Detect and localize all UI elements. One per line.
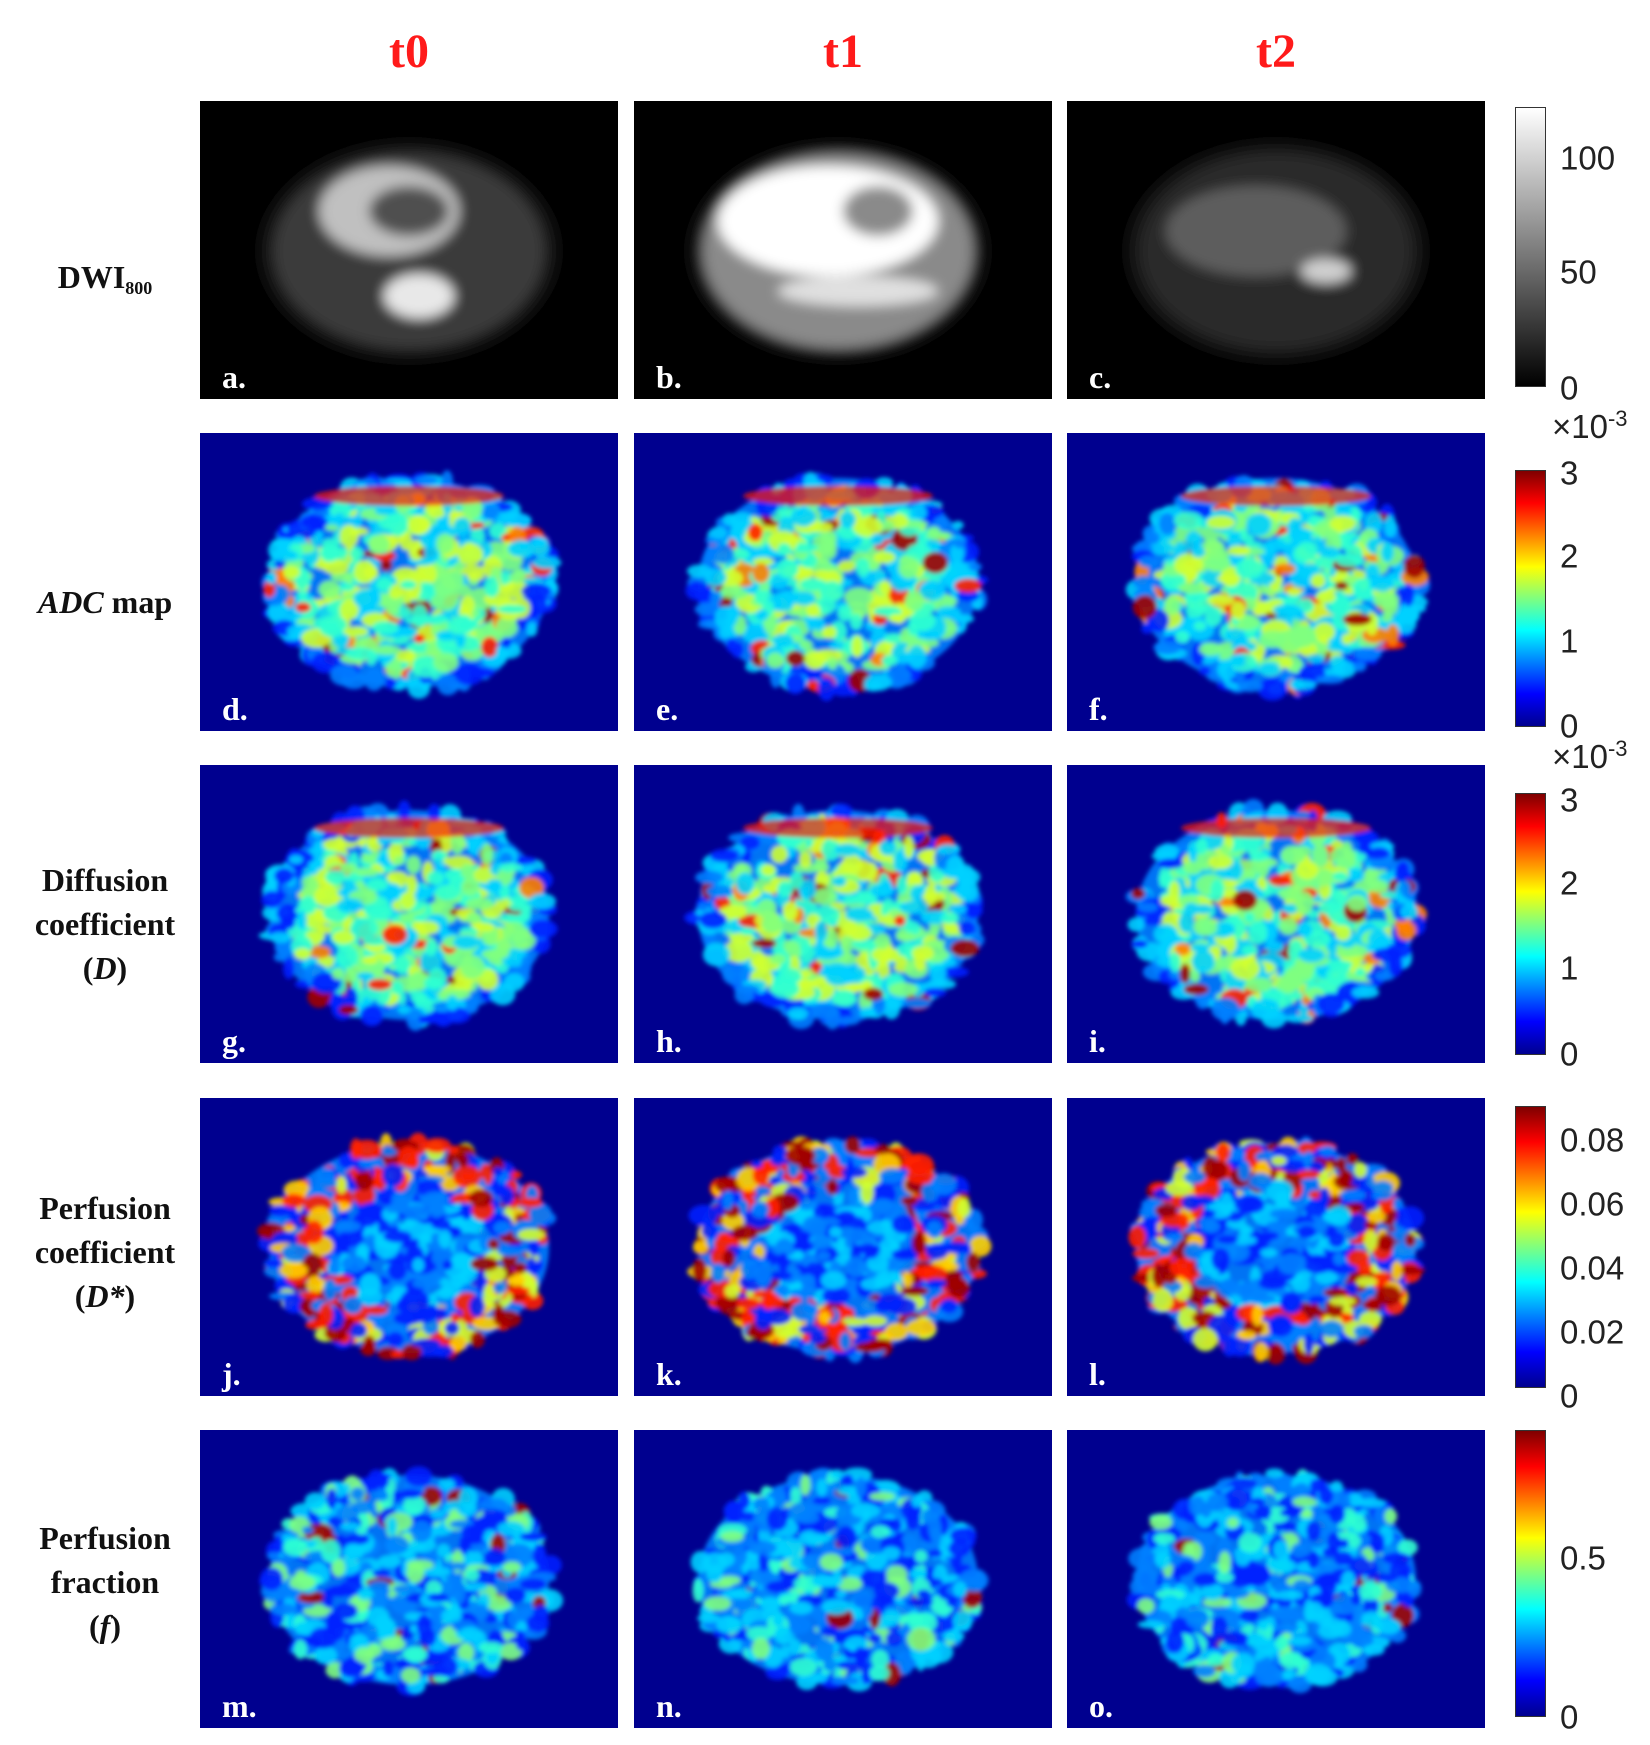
scan-image (257, 1132, 557, 1361)
panel-letter: k. (656, 1356, 682, 1392)
scan-image (1126, 141, 1426, 361)
image-panel-dstar-t0: j. (200, 1098, 618, 1396)
image-panel-adc-t0: d. (200, 433, 618, 731)
scan-image (259, 141, 559, 361)
scan-image (690, 1467, 989, 1692)
panel-letter: i. (1089, 1023, 1106, 1059)
scan-image (258, 800, 558, 1032)
column-header-t2: t2 (1256, 25, 1296, 78)
scan-image (685, 471, 989, 702)
scan-image (259, 1466, 564, 1696)
column-header-t0: t0 (389, 25, 429, 78)
colorbar-d-tick: 1 (1560, 949, 1579, 987)
panel-letter: e. (656, 691, 679, 727)
colorbar-dwi-tick: 50 (1560, 253, 1597, 291)
image-panel-f-t1: n. (634, 1430, 1052, 1728)
row-label-adc: ADC map (37, 584, 173, 620)
panel-letter: f. (1089, 691, 1108, 727)
scan-image (687, 1136, 992, 1364)
colorbar-adc-tick: 0 (1560, 707, 1579, 745)
image-panel-dwi-t1: b. (634, 101, 1052, 399)
colorbar-d (1515, 793, 1546, 1055)
panel-letter: o. (1089, 1688, 1113, 1724)
panel-letter: b. (656, 359, 682, 395)
panel-letter: h. (656, 1023, 682, 1059)
panel-letter: n. (656, 1688, 682, 1724)
scan-image (1126, 1468, 1422, 1694)
image-panel-dwi-t0: a. (200, 101, 618, 399)
panel-letter: c. (1089, 359, 1112, 395)
colorbar-adc-tick: 2 (1560, 537, 1579, 575)
colorbar-dstar-tick: 0.06 (1560, 1185, 1625, 1223)
panel-letter: a. (222, 359, 246, 395)
image-panel-dwi-t2: c. (1067, 101, 1485, 399)
panel-letter: l. (1089, 1356, 1106, 1392)
colorbar-dwi-tick: 100 (1560, 139, 1616, 177)
colorbar-f-tick: 0 (1560, 1698, 1579, 1736)
image-panel-f-t0: m. (200, 1430, 618, 1728)
colorbar-adc-tick: 3 (1560, 454, 1579, 492)
image-panel-dstar-t2: l. (1067, 1098, 1485, 1396)
colorbar-dstar-tick: 0.02 (1560, 1313, 1625, 1351)
row-label-perfusion-coefficient: Perfusion coefficient (D*) (34, 1190, 176, 1314)
image-panel-f-t2: o. (1067, 1430, 1485, 1728)
scan-image (688, 141, 988, 361)
image-panel-adc-t1: e. (634, 433, 1052, 731)
image-panel-d-t2: i. (1067, 765, 1485, 1063)
panel-letter: m. (222, 1688, 257, 1724)
image-panel-d-t0: g. (200, 765, 618, 1063)
panel-letter: g. (222, 1023, 246, 1059)
column-header-t1: t1 (823, 25, 863, 78)
colorbar-d-tick: 2 (1560, 864, 1579, 902)
panel-letter: j. (222, 1356, 241, 1392)
scan-image (1125, 798, 1428, 1029)
colorbar-dstar-tick: 0.08 (1560, 1121, 1625, 1159)
colorbar-d-tick: 3 (1560, 781, 1579, 819)
colorbar-dwi (1515, 107, 1546, 387)
colorbar-dstar-tick: 0.04 (1560, 1249, 1625, 1287)
colorbar-adc-multiplier: ×10-3 (1552, 406, 1628, 445)
colorbar-dstar-tick: 0 (1560, 1377, 1579, 1415)
scan-image (684, 803, 985, 1030)
scan-image (1125, 475, 1431, 701)
scan-image (261, 470, 562, 699)
row-label-diffusion: Diffusion coefficient (D) (34, 862, 176, 986)
panel-letter: d. (222, 691, 248, 727)
row-label-dwi: DWI800 (57, 259, 153, 298)
colorbar-d-multiplier: ×10-3 (1552, 736, 1628, 775)
colorbar-adc-tick: 1 (1560, 622, 1579, 660)
colorbar-dstar (1515, 1106, 1546, 1388)
colorbar-d-tick: 0 (1560, 1035, 1579, 1073)
image-panel-d-t1: h. (634, 765, 1052, 1063)
scan-image (1128, 1136, 1426, 1365)
colorbar-f-tick: 0.5 (1560, 1539, 1606, 1577)
image-panel-dstar-t1: k. (634, 1098, 1052, 1396)
colorbar-adc (1515, 470, 1546, 727)
colorbar-f (1515, 1430, 1546, 1717)
row-label-perfusion-fraction: Perfusion fraction (f) (39, 1520, 171, 1644)
colorbar-dwi-tick: 0 (1560, 369, 1579, 407)
image-panel-adc-t2: f. (1067, 433, 1485, 731)
